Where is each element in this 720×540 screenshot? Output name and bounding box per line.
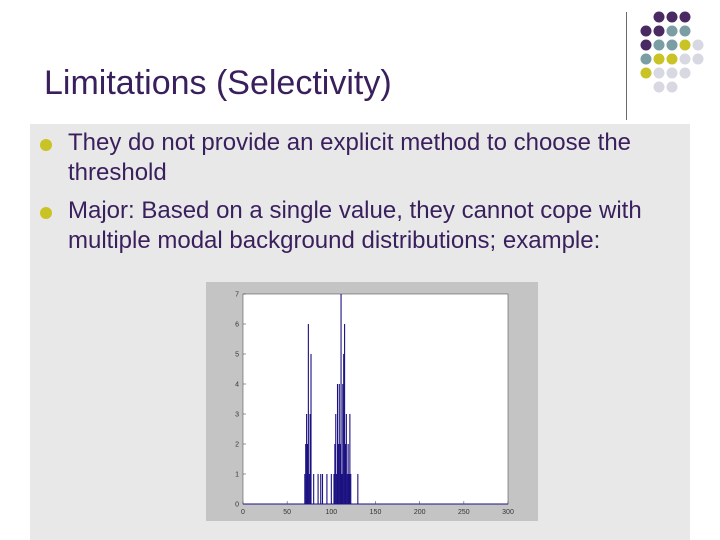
y-tick-label: 1	[235, 472, 239, 479]
y-tick-label: 2	[235, 442, 239, 449]
bullet-dot-icon	[40, 207, 52, 219]
decorative-dot	[640, 39, 652, 51]
decorative-dot	[679, 67, 691, 79]
y-tick-label: 4	[235, 382, 239, 389]
content-panel: They do not provide an explicit method t…	[30, 124, 690, 540]
decorative-dot	[640, 67, 652, 79]
decorative-dot	[640, 25, 652, 37]
x-tick-label: 300	[502, 509, 514, 516]
decorative-dot	[640, 53, 652, 65]
bullet-item-threshold: They do not provide an explicit method t…	[40, 128, 678, 188]
decorative-dot	[653, 39, 665, 51]
decorative-dot	[653, 53, 665, 65]
decorative-dot	[666, 81, 678, 93]
decorative-dot	[653, 67, 665, 79]
x-tick-label: 150	[370, 509, 382, 516]
decorative-dot	[666, 53, 678, 65]
bullet-dot-icon	[40, 139, 52, 151]
slide-title: Limitations (Selectivity)	[44, 64, 392, 102]
decorative-dot	[666, 39, 678, 51]
y-tick-label: 0	[235, 502, 239, 509]
y-tick-label: 6	[235, 322, 239, 329]
y-tick-label: 5	[235, 352, 239, 359]
y-tick-label: 3	[235, 412, 239, 419]
x-tick-label: 200	[414, 509, 426, 516]
bullet-item-major: Major: Based on a single value, they can…	[40, 196, 678, 256]
decorative-dot	[653, 25, 665, 37]
decorative-dot	[666, 25, 678, 37]
bullet-text: Major: Based on a single value, they can…	[68, 197, 642, 254]
decorative-dot	[653, 11, 665, 23]
decorative-dot	[679, 25, 691, 37]
title-divider	[626, 12, 627, 120]
bullet-text: They do not provide an explicit method t…	[68, 129, 632, 186]
decorative-dot	[666, 67, 678, 79]
histogram-chart: 0 50 100 150 200 250 300 0 1 2 3 4 5 6 7	[206, 282, 538, 521]
decorative-dot	[653, 81, 665, 93]
decorative-dot	[692, 53, 704, 65]
x-tick-label: 0	[241, 509, 245, 516]
decorative-dot	[692, 39, 704, 51]
x-tick-label: 100	[325, 509, 337, 516]
decorative-dot	[666, 11, 678, 23]
decorative-dot	[679, 11, 691, 23]
x-tick-label: 250	[458, 509, 470, 516]
decorative-dot	[679, 53, 691, 65]
x-tick-label: 50	[283, 509, 291, 516]
y-tick-label: 7	[235, 292, 239, 299]
decorative-dot	[679, 39, 691, 51]
histogram-svg: 0 50 100 150 200 250 300 0 1 2 3 4 5 6 7	[235, 292, 514, 517]
plot-area	[242, 293, 509, 505]
